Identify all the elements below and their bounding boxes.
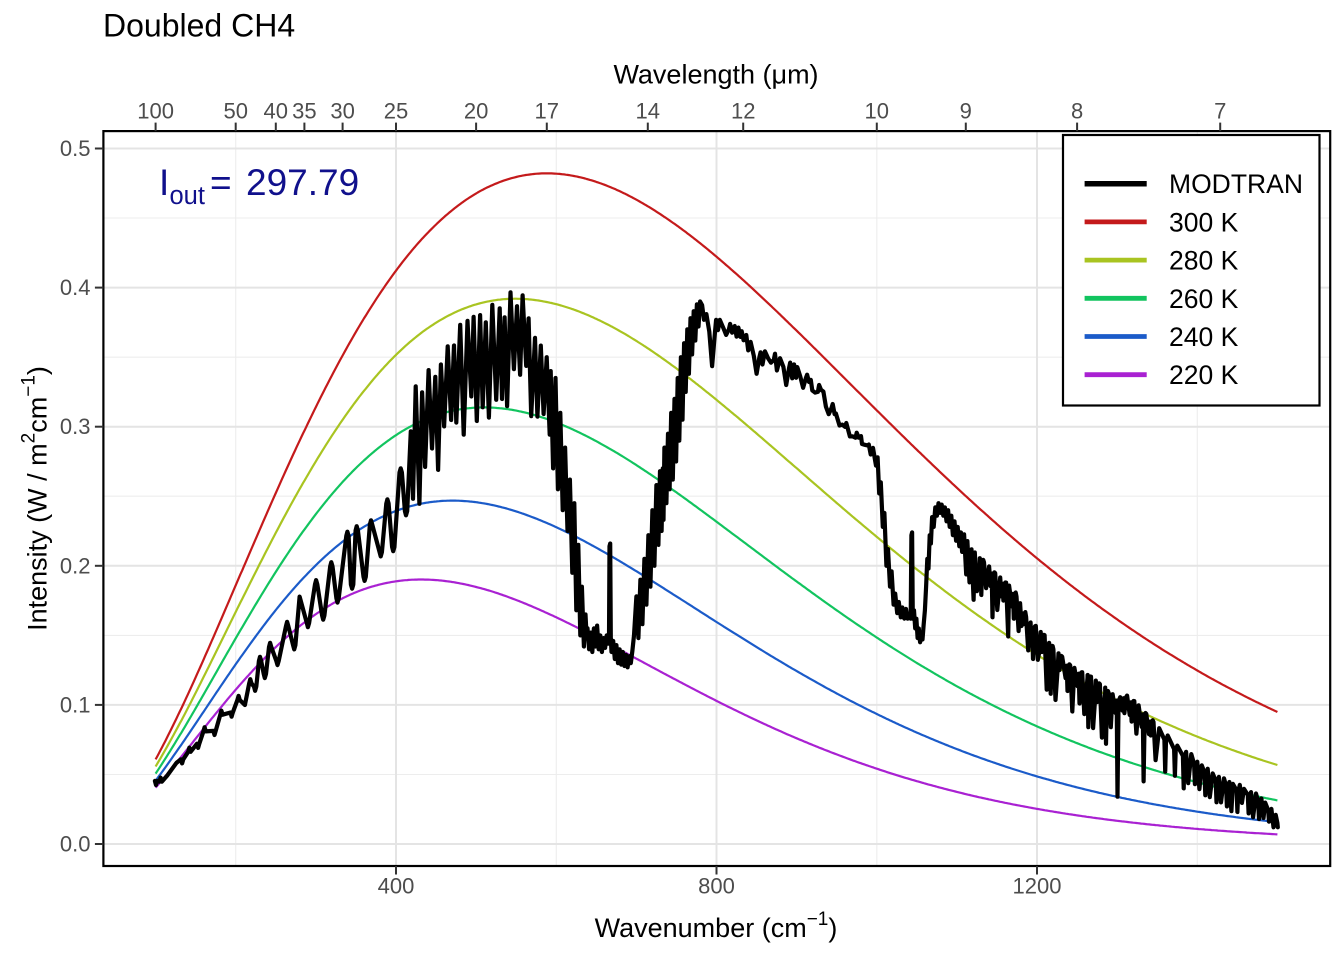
svg-text:Wavenumber (cm−1): Wavenumber (cm−1) bbox=[595, 909, 838, 943]
svg-text:1200: 1200 bbox=[1013, 874, 1062, 899]
svg-text:=: = bbox=[210, 162, 232, 203]
svg-text:10: 10 bbox=[865, 99, 889, 124]
svg-text:0.0: 0.0 bbox=[60, 832, 91, 857]
svg-text:0.2: 0.2 bbox=[60, 553, 91, 578]
svg-text:40: 40 bbox=[264, 99, 288, 124]
svg-text:280 K: 280 K bbox=[1169, 246, 1239, 276]
svg-text:MODTRAN: MODTRAN bbox=[1169, 169, 1303, 199]
svg-text:220 K: 220 K bbox=[1169, 360, 1239, 390]
svg-text:30: 30 bbox=[330, 99, 354, 124]
svg-text:300 K: 300 K bbox=[1169, 207, 1239, 237]
svg-text:Wavelength (μm): Wavelength (μm) bbox=[613, 60, 818, 90]
svg-text:240 K: 240 K bbox=[1169, 322, 1239, 352]
svg-text:0.3: 0.3 bbox=[60, 414, 91, 439]
svg-text:I: I bbox=[159, 162, 169, 203]
svg-text:0.1: 0.1 bbox=[60, 692, 91, 717]
svg-text:8: 8 bbox=[1071, 99, 1083, 124]
svg-text:260 K: 260 K bbox=[1169, 284, 1239, 314]
svg-text:400: 400 bbox=[378, 874, 415, 899]
svg-text:Intensity (W / m2cm−1): Intensity (W / m2cm−1) bbox=[19, 366, 53, 631]
svg-text:35: 35 bbox=[292, 99, 316, 124]
svg-text:0.4: 0.4 bbox=[60, 275, 91, 300]
svg-text:25: 25 bbox=[384, 99, 408, 124]
svg-text:20: 20 bbox=[464, 99, 488, 124]
svg-text:17: 17 bbox=[535, 99, 559, 124]
svg-text:0.5: 0.5 bbox=[60, 136, 91, 161]
svg-text:9: 9 bbox=[960, 99, 972, 124]
svg-text:100: 100 bbox=[137, 99, 174, 124]
svg-text:14: 14 bbox=[636, 99, 660, 124]
svg-text:7: 7 bbox=[1214, 99, 1226, 124]
svg-text:12: 12 bbox=[731, 99, 755, 124]
svg-text:50: 50 bbox=[223, 99, 247, 124]
svg-text:800: 800 bbox=[698, 874, 735, 899]
svg-text:297.79: 297.79 bbox=[246, 162, 359, 203]
svg-text:Doubled CH4: Doubled CH4 bbox=[103, 8, 295, 44]
svg-text:out: out bbox=[170, 182, 205, 210]
